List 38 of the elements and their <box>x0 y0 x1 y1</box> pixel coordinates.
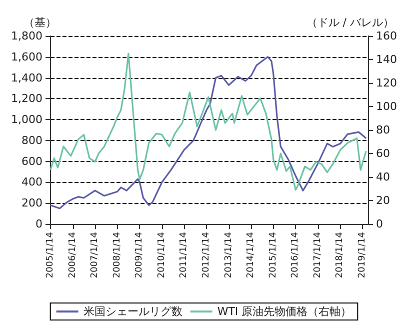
x-tick-label: 2014/1/14 <box>246 232 256 278</box>
y-tick-label: 200 <box>21 196 42 210</box>
y-tick-label: 1,600 <box>10 50 42 64</box>
y2-tick-label: 60 <box>376 147 390 160</box>
x-tick-label: 2013/1/14 <box>224 232 234 278</box>
y2-axis-title: （ドル / バレル） <box>306 16 394 29</box>
x-tick-label: 2015/1/14 <box>268 232 278 278</box>
x-tick-label: 2017/1/14 <box>312 232 323 278</box>
legend-label: 米国シェールリグ数 <box>83 305 182 318</box>
y-axis-title: （基） <box>23 16 56 29</box>
y2-tick-label: 80 <box>376 124 390 136</box>
y2-tick-label: 0 <box>376 218 384 230</box>
y2-tick-label: 160 <box>376 30 398 42</box>
x-tick-label: 2018/1/14 <box>335 232 346 278</box>
x-tick-label: 2006/1/14 <box>68 232 78 278</box>
y-tick-label: 800 <box>21 134 42 147</box>
y-tick-label: 1,800 <box>10 30 42 42</box>
y-tick-label: 1,000 <box>10 113 42 126</box>
x-tick-label: 2016/1/14 <box>290 232 301 278</box>
x-tick-label: 2012/1/14 <box>201 232 212 278</box>
y-tick-label: 400 <box>21 176 42 189</box>
x-tick-label: 2008/1/14 <box>112 232 122 278</box>
x-tick-label: 2010/1/14 <box>156 232 167 278</box>
y2-tick-label: 120 <box>376 76 398 90</box>
y-tick-label: 1,200 <box>10 92 42 106</box>
x-tick-label: 2011/1/14 <box>179 232 190 278</box>
y2-tick-label: 40 <box>376 170 390 184</box>
x-tick-label: 2019/1/14 <box>358 232 368 278</box>
y2-tick-label: 100 <box>376 100 398 113</box>
y-tick-label: 1,400 <box>10 71 42 84</box>
x-tick-label: 2007/1/14 <box>90 232 100 278</box>
y2-tick-label: 140 <box>376 53 398 66</box>
y2-tick-label: 20 <box>376 194 390 207</box>
x-tick-label: 2009/1/14 <box>134 232 145 278</box>
y-tick-label: 600 <box>21 154 42 168</box>
y-tick-label: 0 <box>35 218 42 230</box>
x-tick-label: 2005/1/14 <box>45 232 56 278</box>
legend-label: WTI 原油先物価格（右軸） <box>217 305 352 318</box>
